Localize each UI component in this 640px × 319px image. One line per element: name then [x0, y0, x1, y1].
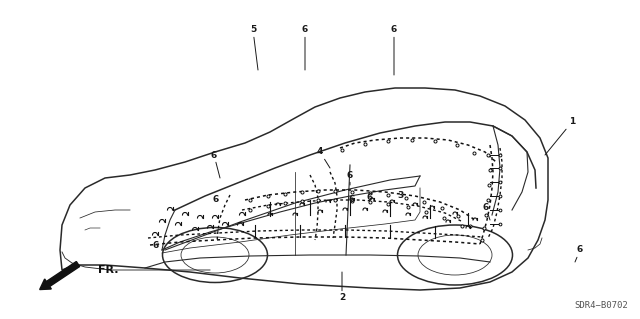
- Text: 4: 4: [317, 147, 330, 168]
- Text: 6: 6: [483, 204, 490, 220]
- Text: 5: 5: [250, 26, 258, 70]
- Text: 6: 6: [211, 151, 220, 178]
- Text: 6: 6: [347, 170, 353, 185]
- Text: 6: 6: [302, 26, 308, 70]
- Text: 6: 6: [153, 241, 159, 249]
- Text: 6: 6: [349, 196, 355, 204]
- Text: 3: 3: [397, 190, 403, 199]
- Text: 1: 1: [545, 117, 575, 155]
- Text: 6: 6: [391, 26, 397, 75]
- Text: 6: 6: [213, 196, 219, 204]
- Text: 6: 6: [367, 194, 373, 203]
- Text: 6: 6: [575, 246, 583, 262]
- Text: 2: 2: [339, 272, 345, 302]
- Text: SDR4−B0702: SDR4−B0702: [574, 300, 628, 309]
- FancyArrow shape: [40, 262, 79, 290]
- Text: FR.: FR.: [98, 265, 118, 275]
